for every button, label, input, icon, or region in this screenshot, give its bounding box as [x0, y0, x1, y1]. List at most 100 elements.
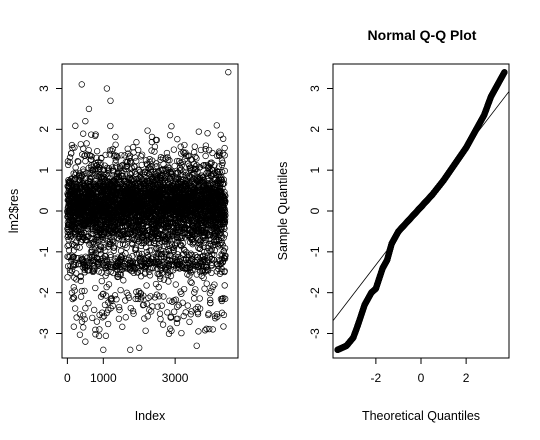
data-point	[135, 146, 142, 154]
data-point	[174, 303, 181, 310]
data-point	[76, 172, 83, 180]
data-point	[174, 136, 181, 143]
data-point	[178, 329, 185, 337]
data-point	[181, 141, 188, 149]
data-point	[109, 302, 116, 310]
data-point	[92, 284, 99, 292]
outlier-point	[209, 326, 217, 333]
data-point	[80, 130, 87, 137]
data-point	[73, 314, 80, 321]
data-point	[71, 144, 78, 151]
outlier-point	[136, 344, 143, 351]
data-point	[138, 151, 146, 158]
data-point	[122, 314, 129, 321]
data-point	[68, 232, 75, 239]
x-tick-label: 0	[64, 371, 71, 385]
data-point	[201, 285, 208, 292]
data-point	[82, 305, 89, 312]
residual-points	[64, 69, 232, 353]
data-point	[112, 133, 119, 141]
data-point	[72, 122, 79, 129]
data-point	[70, 294, 78, 302]
data-point	[73, 243, 80, 251]
data-point	[203, 280, 210, 287]
outlier-point	[127, 346, 134, 353]
data-point	[195, 128, 202, 135]
data-point	[157, 315, 164, 323]
data-point	[143, 300, 150, 307]
data-point	[77, 277, 84, 285]
data-point	[64, 263, 72, 270]
data-point	[68, 176, 75, 183]
data-point	[184, 302, 191, 309]
data-point	[191, 143, 198, 150]
qq-points	[334, 69, 508, 353]
data-point	[154, 303, 161, 310]
data-point	[122, 297, 129, 304]
data-point	[104, 320, 112, 328]
data-point	[115, 315, 123, 322]
data-point	[119, 323, 126, 330]
data-point	[148, 133, 156, 141]
data-point	[85, 300, 92, 307]
data-point	[76, 311, 84, 318]
outlier-point	[193, 342, 200, 349]
outlier-point	[82, 118, 89, 125]
y-tick-label: 3	[37, 85, 51, 92]
outlier-point	[107, 97, 114, 104]
data-point	[159, 321, 167, 328]
outlier-point	[225, 69, 232, 76]
data-point	[77, 293, 85, 300]
data-point	[93, 318, 101, 325]
data-point	[68, 150, 75, 157]
data-point	[177, 143, 184, 150]
outlier-point	[100, 346, 107, 353]
data-point	[158, 302, 165, 309]
data-point	[70, 294, 77, 301]
data-point	[133, 139, 140, 146]
y-tick-label: -3	[37, 328, 51, 339]
data-point	[117, 286, 124, 294]
y-tick-label: 0	[37, 207, 51, 214]
data-point	[156, 310, 164, 317]
outlier-point	[103, 85, 111, 92]
data-point	[72, 169, 80, 176]
data-point	[129, 144, 137, 151]
data-point	[149, 303, 156, 310]
data-point	[146, 272, 154, 279]
data-point	[80, 324, 87, 331]
data-point	[71, 274, 78, 281]
data-point	[71, 287, 78, 294]
x-tick-label: 1000	[90, 371, 117, 385]
data-point	[221, 152, 228, 159]
data-point	[133, 157, 140, 165]
data-point	[131, 154, 139, 161]
outlier-point	[78, 81, 85, 88]
data-point	[89, 314, 96, 322]
outlier-point	[82, 338, 89, 345]
data-point	[221, 282, 228, 289]
data-point	[221, 144, 228, 152]
data-point	[71, 305, 79, 312]
data-point	[82, 158, 89, 165]
data-point	[70, 284, 77, 291]
data-point	[75, 158, 82, 165]
x-axis: 0 1000 3000	[64, 358, 189, 385]
data-point	[188, 279, 195, 287]
data-point	[213, 122, 220, 129]
y-tick-label: 2	[37, 126, 51, 133]
data-point	[66, 154, 74, 161]
data-point	[93, 148, 101, 155]
data-point	[66, 159, 73, 166]
y-tick-label: -2	[37, 287, 51, 298]
data-point	[172, 281, 179, 288]
data-point	[95, 332, 103, 340]
data-point	[81, 315, 88, 323]
data-point	[160, 293, 167, 300]
data-point	[107, 122, 114, 130]
y-axis-title: lm2$res	[7, 189, 21, 233]
data-point	[220, 323, 227, 330]
data-point	[170, 146, 178, 153]
